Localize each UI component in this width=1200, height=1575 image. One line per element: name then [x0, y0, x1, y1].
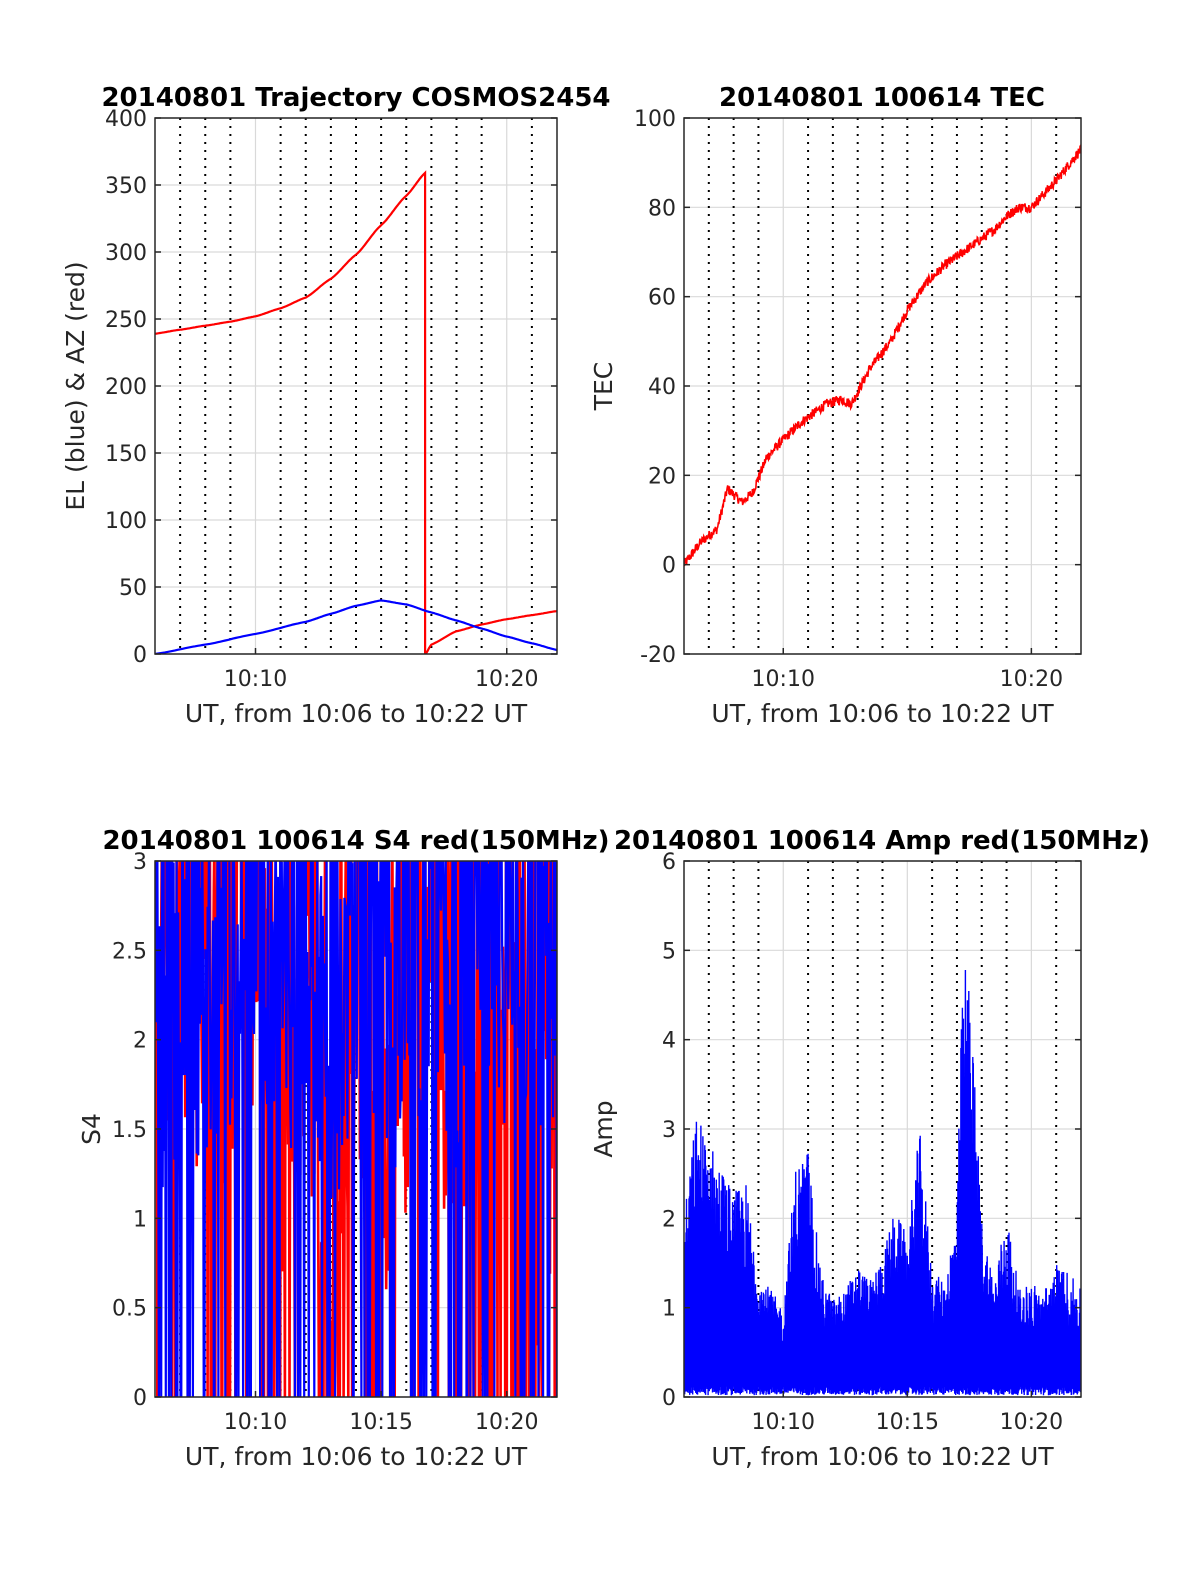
y-tick-label: 4: [662, 1029, 676, 1054]
x-tick-label: 10:10: [752, 667, 815, 692]
x-tick-label: 10:10: [224, 1410, 287, 1435]
chart-1: 0 50 100 150 200 250 300 350 400 10:10 10:20 201408…: [61, 83, 611, 728]
y-tick-label: 0.5: [112, 1297, 147, 1322]
y-tick-label: 1.5: [112, 1118, 147, 1143]
y-tick-label: 250: [105, 308, 147, 333]
x-axis-label: UT, from 10:06 to 10:22 UT: [711, 699, 1054, 728]
series-line: [684, 144, 1081, 567]
y-tick-label: 0: [133, 643, 147, 668]
chart-2: -20 0 20 40 60 80 100 10:10 10:20 20140801 100614…: [589, 83, 1082, 728]
chart-title: 20140801 Trajectory COSMOS2454: [101, 83, 610, 113]
y-tick-label: 300: [105, 241, 147, 266]
x-axis-label: UT, from 10:06 to 10:22 UT: [185, 1442, 528, 1471]
x-tick-label: 10:15: [349, 1410, 412, 1435]
series-line: [155, 861, 557, 1397]
y-tick-label: 1: [133, 1207, 147, 1232]
y-tick-label: 150: [105, 442, 147, 467]
y-tick-label: 350: [105, 174, 147, 199]
x-tick-label: 10:15: [876, 1410, 939, 1435]
chart-title: 20140801 100614 S4 red(150MHz): [102, 826, 609, 856]
y-tick-label: 0: [662, 1386, 676, 1411]
x-tick-label: 10:10: [224, 667, 287, 692]
series-layer: [684, 144, 1081, 567]
y-tick-label: 5: [662, 939, 676, 964]
x-tick-label: 10:20: [475, 1410, 538, 1435]
x-tick-label: 10:20: [1000, 667, 1063, 692]
x-axis-label: UT, from 10:06 to 10:22 UT: [185, 699, 528, 728]
y-tick-label: 100: [634, 107, 676, 132]
series-line: [155, 861, 557, 1397]
y-tick-label: -20: [640, 643, 676, 668]
y-axis-label: Amp: [589, 1100, 618, 1157]
x-tick-label: 10:20: [1000, 1410, 1063, 1435]
y-tick-label: 6: [662, 850, 676, 875]
y-tick-label: 100: [105, 509, 147, 534]
y-tick-label: 80: [648, 196, 676, 221]
x-tick-label: 10:10: [752, 1410, 815, 1435]
series-layer: [155, 861, 557, 1397]
y-tick-label: 50: [119, 576, 147, 601]
y-axis-label: TEC: [589, 362, 618, 412]
series-line: [155, 170, 557, 654]
chart-4: 0 1 2 3 4 5 6 10:10 10:15 10:20 20140801 100614 Am…: [589, 826, 1150, 1471]
y-tick-label: 0: [662, 554, 676, 579]
chart-title: 20140801 100614 Amp red(150MHz): [614, 826, 1150, 856]
y-axis-label: EL (blue) & AZ (red): [61, 261, 90, 510]
y-tick-label: 3: [133, 850, 147, 875]
y-tick-label: 200: [105, 375, 147, 400]
series-layer: [684, 969, 1081, 1396]
y-tick-label: 40: [648, 375, 676, 400]
y-tick-label: 400: [105, 107, 147, 132]
y-tick-label: 60: [648, 286, 676, 311]
series-line: [684, 969, 1081, 1396]
x-tick-label: 10:20: [475, 667, 538, 692]
chart-3: 0 0.5 1 1.5 2 2.5 3 10:10 10:15 10:20 20140801 100…: [77, 826, 610, 1471]
y-tick-label: 2.5: [112, 939, 147, 964]
y-tick-label: 2: [133, 1029, 147, 1054]
series-layer: [155, 170, 557, 654]
y-tick-label: 2: [662, 1207, 676, 1232]
chart-title: 20140801 100614 TEC: [719, 83, 1045, 113]
x-axis-label: UT, from 10:06 to 10:22 UT: [711, 1442, 1054, 1471]
y-axis-label: S4: [77, 1113, 106, 1145]
y-tick-label: 0: [133, 1386, 147, 1411]
y-tick-label: 1: [662, 1297, 676, 1322]
series-line: [155, 599, 557, 654]
y-tick-label: 3: [662, 1118, 676, 1143]
y-tick-label: 20: [648, 464, 676, 489]
